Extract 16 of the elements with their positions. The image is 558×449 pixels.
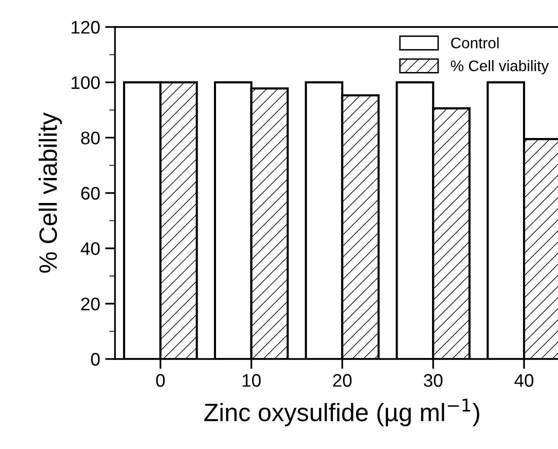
y-tick-label: 60 — [81, 186, 100, 200]
x-axis-title: Zinc oxysulfide (µg ml$^{−1}$) — [204, 398, 480, 426]
y-tick-label: 120 — [72, 20, 100, 34]
x-tick-label: 30 — [424, 374, 442, 387]
y-tick-label: 40 — [80, 242, 100, 256]
x-tick-label: 40 — [514, 374, 534, 387]
legend-label: % Cell viability — [450, 60, 549, 74]
y-tick-label: 0 — [91, 352, 100, 366]
legend-label: Control — [451, 37, 499, 48]
x-tick-label: 0 — [156, 374, 165, 387]
x-tick-label: 10 — [242, 374, 261, 387]
y-axis-title: % Cell viability — [38, 112, 62, 273]
y-tick-label: 80 — [81, 132, 100, 144]
y-tick-label: 100 — [72, 76, 100, 90]
x-tick-label: 20 — [333, 374, 352, 387]
y-tick-label: 20 — [81, 298, 100, 310]
